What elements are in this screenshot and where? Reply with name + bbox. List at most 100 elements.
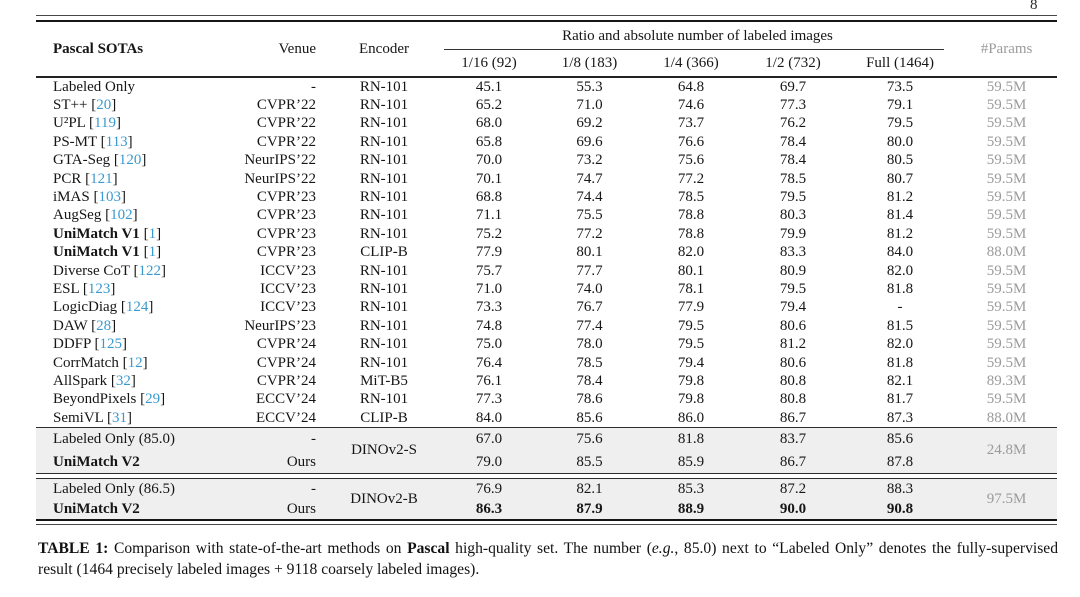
score-cell: 82.1 [886,373,914,389]
citation-link[interactable]: 122 [138,262,162,279]
table-row: AugSeg [102] CVPR’23 RN-101 71.1 75.5 78.8 80.… [36,206,1057,224]
citation-link[interactable]: 20 [96,96,112,113]
score-cell: 86.3 [475,501,503,518]
score-cell: 68.8 [475,188,503,205]
table-row: UniMatch V2 Ours 79.0 85.5 85.9 86.7 87.8 [36,451,1057,474]
score-cell: 79.5 [677,336,705,353]
method-name: UniMatch V2 [53,453,140,470]
venue-cell: NeurIPS’23 [244,317,316,334]
encoder-cell: RN-101 [359,354,409,371]
method-name: Labeled Only (85.0) [53,431,176,448]
citation-link[interactable]: 120 [118,152,142,169]
table-row: Labeled Only - RN-101 45.1 55.3 64.8 69.7 73.5 5… [36,78,1057,96]
citation-link[interactable]: 125 [99,336,123,353]
group-separator-rule [36,478,1057,480]
method-cell: Labeled Only (85.0) [36,428,241,451]
score-cell: 80.6 [779,317,807,334]
score-cell: 80.8 [779,373,807,389]
method-cell: ST++ [20] [53,96,117,113]
score-cell: 80.8 [779,391,807,408]
params-cell: 59.5M [986,170,1027,187]
citation-link[interactable]: 103 [98,188,121,205]
table-row: AllSpark [32] CVPR’24 MiT-B5 76.1 78.4 79.8 80… [36,372,1057,390]
table-row: ST++ [20] CVPR’22 RN-101 65.2 71.0 74.6 77.3 79… [36,96,1057,114]
citation-link[interactable]: 1 [148,244,157,261]
table-caption: TABLE 1: Comparison with state-of-the-ar… [38,538,1058,580]
score-cell: 69.6 [576,133,603,150]
results-table: Pascal SOTAs Venue Encoder Ratio and abs… [36,15,1057,526]
column-header-encoder: Encoder [359,40,409,57]
score-cell: 80.6 [779,354,807,371]
table-row: UniMatch V1 [1] CVPR’23 CLIP-B 77.9 80.1 82.0… [36,243,1057,261]
venue-cell: Ours [286,501,316,518]
citation-link[interactable]: 12 [127,354,143,371]
citation-link[interactable]: 121 [90,170,113,187]
score-cell: 79.8 [677,373,705,389]
score-cell: 81.8 [886,280,914,297]
score-cell: 79.4 [779,299,807,316]
score-cell: 77.7 [576,262,603,279]
method-cell: GTA-Seg [120] [53,152,147,169]
citation-link[interactable]: 29 [145,391,161,408]
score-cell: 78.6 [576,391,603,408]
table-row: SemiVL [31] ECCV’24 CLIP-B 84.0 85.6 86.0 86.7… [36,409,1057,427]
score-cell: 75.5 [576,207,603,224]
venue-cell: CVPR’22 [256,96,316,113]
score-cell: 83.7 [779,431,807,448]
citation-link[interactable]: 28 [96,317,112,334]
score-cell: 78.5 [576,354,603,371]
score-cell: 80.1 [576,244,603,261]
method-name: UniMatch V1 [53,244,140,261]
score-cell: 84.0 [475,409,503,426]
citation-link[interactable]: 102 [110,207,133,224]
score-cell: 74.8 [475,317,503,334]
method-name: AllSpark [53,373,108,389]
score-cell: - [897,299,903,316]
score-cell: 78.5 [779,170,807,187]
method-cell: Labeled Only [36,78,241,96]
method-cell: PCR [121] [53,170,118,187]
citation-link[interactable]: 113 [105,133,128,150]
params-cell: 59.5M [986,225,1027,242]
group-separator-rule [36,473,1057,475]
score-cell: 55.3 [576,78,603,95]
citation-link[interactable]: 32 [115,373,131,389]
encoder-cell: RN-101 [359,262,409,279]
method-name: iMAS [53,188,90,205]
method-name: UniMatch V2 [53,501,140,518]
score-cell: 79.4 [677,354,705,371]
score-cell: 74.0 [576,280,603,297]
encoder-cell: MiT-B5 [360,373,408,389]
citation-link[interactable]: 31 [112,409,128,426]
score-cell: 78.4 [576,373,603,389]
table-row: GTA-Seg [120] NeurIPS’22 RN-101 70.0 73.2 75.… [36,151,1057,169]
group-block: Labeled Only (86.5) - DINOv2-B 76.9 82.1 85.3… [36,479,1057,520]
score-cell: 85.5 [576,453,603,470]
citation-link[interactable]: 123 [87,280,111,297]
encoder-cell: DINOv2-S [351,442,417,459]
score-cell: 87.9 [576,501,603,518]
venue-cell: ICCV’23 [260,280,316,297]
table-header: Pascal SOTAs Venue Encoder Ratio and abs… [36,22,1057,76]
score-cell: 81.8 [677,431,705,448]
score-cell: 88.9 [677,501,705,518]
score-cell: 65.2 [475,96,503,113]
citation-link[interactable]: 124 [125,299,149,316]
encoder-cell: RN-101 [359,391,409,408]
body-bottom-rule [36,427,1057,429]
score-cell: 85.6 [886,431,914,448]
method-name: U²PL [53,115,86,132]
method-name: Diverse CoT [53,262,130,279]
score-cell: 45.1 [475,78,503,95]
method-name: PS-MT [53,133,97,150]
method-name: AugSeg [53,207,102,224]
citation-link[interactable]: 1 [148,225,157,242]
score-cell: 78.1 [677,280,705,297]
caption-segment: , 85.0) next to “Labeled Only” denotes t… [38,540,1058,578]
venue-cell: Ours [286,453,316,470]
encoder-cell: RN-101 [359,78,409,95]
citation-link[interactable]: 119 [94,115,116,132]
table-row: DDFP [125] CVPR’24 RN-101 75.0 78.0 79.5 81.2 8… [36,335,1057,353]
table-row: PS-MT [113] CVPR’22 RN-101 65.8 69.6 76.6 78.4… [36,133,1057,151]
score-cell: 64.8 [677,78,705,95]
